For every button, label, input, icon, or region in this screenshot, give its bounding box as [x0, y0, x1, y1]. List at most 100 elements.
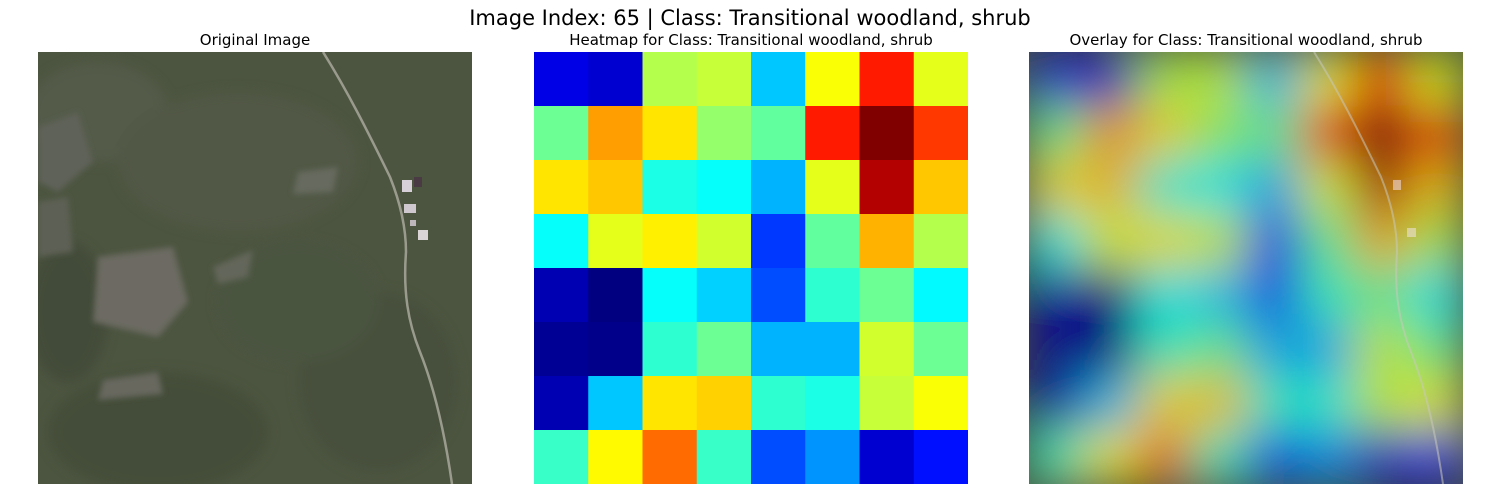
- heatmap-cell-r0-c7: [913, 52, 968, 107]
- heatmap: [534, 52, 968, 484]
- heatmap-cell-r3-c0: [534, 214, 589, 269]
- overlay-cell-r3-c2: [1137, 214, 1193, 269]
- overlay-cell-r0-c2: [1137, 52, 1193, 107]
- overlay-cell-r6-c5: [1300, 376, 1356, 431]
- heatmap-cell-r3-c4: [751, 214, 806, 269]
- heatmap-cell-r1-c7: [913, 106, 968, 161]
- overlay-cell-r1-c2: [1137, 106, 1193, 161]
- original-image-title: Original Image: [199, 31, 311, 49]
- heatmap-cell-r0-c5: [805, 52, 861, 107]
- overlay-cell-r1-c6: [1354, 106, 1410, 161]
- overlay-cell-r6-c1: [1083, 376, 1139, 431]
- overlay-cell-r4-c1: [1083, 268, 1139, 323]
- overlay-cell-r4-c5: [1300, 268, 1356, 323]
- overlay-cell-r4-c6: [1354, 268, 1410, 323]
- overlay-cell-r7-c2: [1137, 430, 1193, 484]
- overlay-cell-r7-c3: [1191, 430, 1247, 484]
- heatmap-cell-r7-c1: [588, 430, 644, 484]
- overlay-cell-r2-c2: [1137, 160, 1193, 215]
- heatmap-cell-r4-c1: [588, 268, 644, 323]
- heatmap-cell-r6-c6: [859, 376, 915, 431]
- overlay-cell-r6-c0: [1029, 376, 1084, 431]
- overlay-cell-r1-c0: [1029, 106, 1084, 161]
- overlay-cell-r6-c6: [1354, 376, 1410, 431]
- heatmap-cell-r4-c0: [534, 268, 589, 323]
- heatmap-cell-r5-c5: [805, 322, 861, 377]
- heatmap-cell-r0-c1: [588, 52, 644, 107]
- overlay-cell-r0-c4: [1246, 52, 1301, 107]
- overlay-title: Overlay for Class: Transitional woodland…: [1069, 31, 1423, 49]
- overlay-cell-r2-c4: [1246, 160, 1301, 215]
- heatmap-cell-r2-c0: [534, 160, 589, 215]
- heatmap-cell-r2-c1: [588, 160, 644, 215]
- figure-title: Image Index: 65 | Class: Transitional wo…: [469, 6, 1031, 30]
- overlay-cell-r7-c1: [1083, 430, 1139, 484]
- heatmap-cell-r3-c2: [642, 214, 698, 269]
- heatmap-cell-r0-c6: [859, 52, 915, 107]
- overlay-cell-r6-c4: [1246, 376, 1301, 431]
- overlay-cell-r0-c6: [1354, 52, 1410, 107]
- heatmap-cell-r3-c7: [913, 214, 968, 269]
- overlay-cell-r7-c6: [1354, 430, 1410, 484]
- overlay-cell-r0-c7: [1408, 52, 1463, 107]
- heatmap-cell-r3-c1: [588, 214, 644, 269]
- heatmap-cell-r7-c2: [642, 430, 698, 484]
- heatmap-cell-r5-c6: [859, 322, 915, 377]
- farm-buildings: [402, 177, 428, 240]
- overlay-cell-r0-c5: [1300, 52, 1356, 107]
- overlay-cell-r5-c4: [1246, 322, 1301, 377]
- heatmap-cell-r7-c6: [859, 430, 915, 484]
- heatmap-cell-r4-c4: [751, 268, 806, 323]
- heatmap-cell-r7-c0: [534, 430, 589, 484]
- heatmap-cell-r1-c1: [588, 106, 644, 161]
- overlay-cell-r7-c0: [1029, 430, 1084, 484]
- overlay-cell-r2-c5: [1300, 160, 1356, 215]
- heatmap-cell-r0-c4: [751, 52, 806, 107]
- overlay-cell-r4-c7: [1408, 268, 1463, 323]
- heatmap-cell-r1-c3: [696, 106, 752, 161]
- heatmap-cell-r4-c7: [913, 268, 968, 323]
- overlay-cell-r3-c0: [1029, 214, 1084, 269]
- heatmap-cell-r1-c0: [534, 106, 589, 161]
- heatmap-cell-r5-c2: [642, 322, 698, 377]
- overlay-cell-r1-c1: [1083, 106, 1139, 161]
- heatmap-cell-r0-c3: [696, 52, 752, 107]
- heatmap-cell-r7-c7: [913, 430, 968, 484]
- overlay-cell-r3-c7: [1408, 214, 1463, 269]
- overlay-cell-r2-c3: [1191, 160, 1247, 215]
- overlay-cell-r4-c4: [1246, 268, 1301, 323]
- overlay-cell-r5-c0: [1029, 322, 1084, 377]
- heatmap-cell-r0-c2: [642, 52, 698, 107]
- heatmap-cell-r2-c6: [859, 160, 915, 215]
- heatmap-cell-r6-c4: [751, 376, 806, 431]
- heatmap-cell-r6-c1: [588, 376, 644, 431]
- heatmap-cell-r4-c6: [859, 268, 915, 323]
- overlay-cell-r2-c1: [1083, 160, 1139, 215]
- heatmap-cell-r5-c4: [751, 322, 806, 377]
- heatmap-cell-r2-c7: [913, 160, 968, 215]
- heatmap-cell-r6-c7: [913, 376, 968, 431]
- heatmap-cell-r2-c4: [751, 160, 806, 215]
- heatmap-cell-r3-c3: [696, 214, 752, 269]
- heatmap-cell-r3-c5: [805, 214, 861, 269]
- overlay-composite: [1029, 52, 1463, 484]
- heatmap-cell-r2-c3: [696, 160, 752, 215]
- overlay-image: [1029, 52, 1463, 484]
- heatmap-cell-r6-c2: [642, 376, 698, 431]
- heatmap-cell-r4-c3: [696, 268, 752, 323]
- heatmap-cell-r1-c5: [805, 106, 861, 161]
- overlay-cell-r7-c5: [1300, 430, 1356, 484]
- heatmap-cell-r0-c0: [534, 52, 589, 107]
- heatmap-cell-r5-c0: [534, 322, 589, 377]
- overlay-cell-r0-c0: [1029, 52, 1084, 107]
- overlay-cell-r3-c5: [1300, 214, 1356, 269]
- overlay-cell-r3-c6: [1354, 214, 1410, 269]
- heatmap-cell-r2-c5: [805, 160, 861, 215]
- overlay-cell-r4-c2: [1137, 268, 1193, 323]
- heatmap-cell-r3-c6: [859, 214, 915, 269]
- overlay-cell-r1-c7: [1408, 106, 1463, 161]
- overlay-cell-r1-c3: [1191, 106, 1247, 161]
- overlay-cell-r4-c3: [1191, 268, 1247, 323]
- heatmap-cell-r5-c3: [696, 322, 752, 377]
- heatmap-cell-r6-c3: [696, 376, 752, 431]
